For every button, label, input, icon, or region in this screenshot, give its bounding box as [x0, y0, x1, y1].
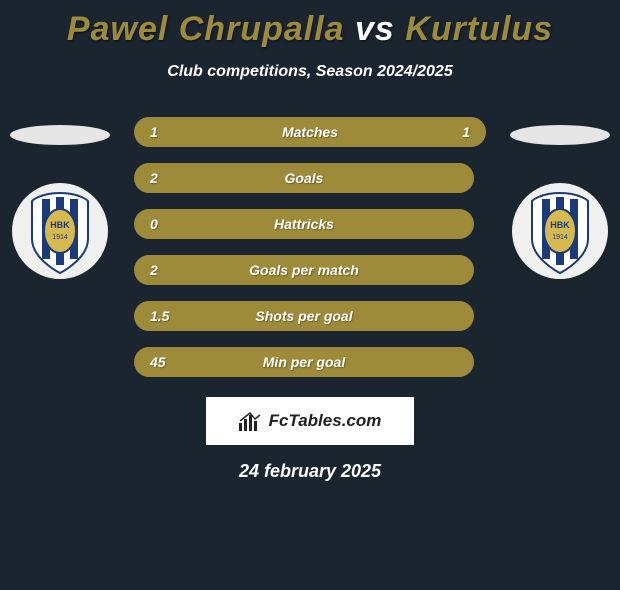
stat-row: 2Goals per match — [134, 255, 474, 285]
stat-label: Matches — [134, 124, 486, 140]
stat-row: 2Goals — [134, 163, 474, 193]
club-initials-left: HBK — [50, 220, 70, 230]
stat-row: 1Matches1 — [134, 117, 486, 147]
stat-row: 45Min per goal — [134, 347, 474, 377]
player2-club-logo: HBK 1914 — [510, 181, 610, 281]
player1-club-logo: HBK 1914 — [10, 181, 110, 281]
vs-text: vs — [355, 10, 395, 48]
club-initials-right: HBK — [550, 220, 570, 230]
stat-value-left: 1 — [150, 124, 170, 140]
stat-row: 0Hattricks — [134, 209, 474, 239]
player1-name: Pawel Chrupalla — [67, 10, 345, 48]
club-year-left: 1914 — [52, 234, 68, 241]
stat-label: Hattricks — [134, 216, 474, 232]
stat-value-right: 1 — [450, 124, 470, 140]
player1-column: HBK 1914 — [10, 117, 110, 281]
stat-label: Shots per goal — [134, 308, 474, 324]
stat-value-left: 1.5 — [150, 308, 170, 324]
stat-value-left: 45 — [150, 354, 170, 370]
stat-value-left: 0 — [150, 216, 170, 232]
content-area: HBK 1914 HBK 1914 1Matches12Goals0Hattri… — [0, 117, 620, 482]
stat-value-left: 2 — [150, 170, 170, 186]
comparison-date: 24 february 2025 — [0, 461, 620, 482]
watermark-text: FcTables.com — [269, 411, 382, 431]
stat-row: 1.5Shots per goal — [134, 301, 474, 331]
stats-list: 1Matches12Goals0Hattricks2Goals per matc… — [134, 117, 486, 377]
stat-label: Min per goal — [134, 354, 474, 370]
club-year-right: 1914 — [552, 234, 568, 241]
watermark: FcTables.com — [206, 397, 414, 445]
stat-label: Goals per match — [134, 262, 474, 278]
stat-label: Goals — [134, 170, 474, 186]
player1-avatar-placeholder — [10, 125, 110, 145]
chart-icon — [239, 411, 263, 431]
stat-value-left: 2 — [150, 262, 170, 278]
player2-column: HBK 1914 — [510, 117, 610, 281]
comparison-title: Pawel Chrupalla vs Kurtulus — [0, 10, 620, 49]
player2-avatar-placeholder — [510, 125, 610, 145]
subtitle: Club competitions, Season 2024/2025 — [0, 63, 620, 81]
player2-name: Kurtulus — [405, 10, 553, 48]
